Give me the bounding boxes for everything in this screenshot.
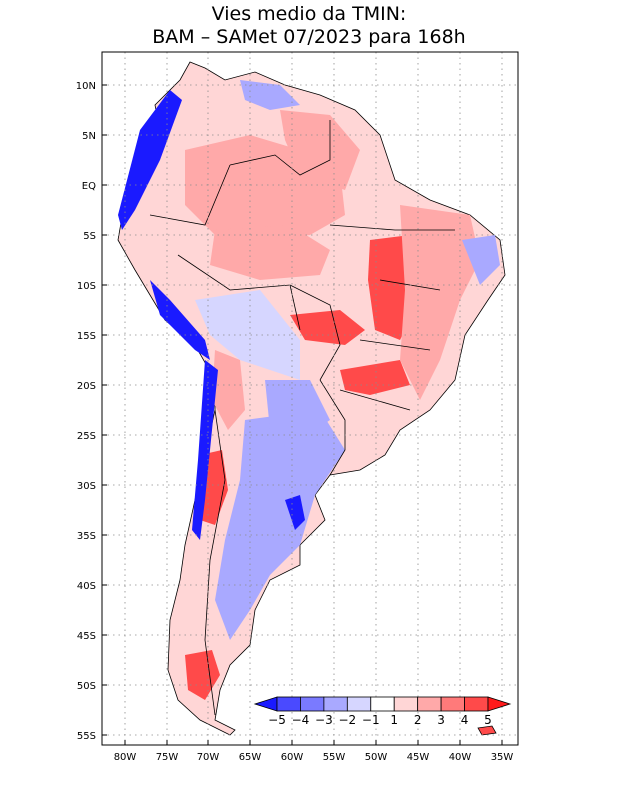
cool-patch-argentina	[215, 410, 345, 640]
colorbar-label: −4	[292, 713, 310, 727]
strong-cool-patch-peru-coast	[150, 280, 210, 360]
latitude-tick-label: 30S	[77, 481, 96, 492]
strong-cool-patch-uruguay-rim	[285, 495, 305, 530]
map-frame	[101, 51, 519, 746]
colorbar-segment	[346, 696, 372, 712]
colorbar-segment	[300, 696, 325, 712]
border-brazil-bolivia	[289, 284, 341, 381]
strong-cool-patch-chile-coast	[192, 360, 218, 540]
latitude-tick-label: 5S	[83, 231, 96, 242]
colorbar-segment	[276, 696, 301, 712]
border-colombia-peru	[149, 164, 231, 226]
latitude-tick-labels: 10N 5N EQ 5S 10S 15S 20S 25S 30S 35S 40S 45S 50S 55S	[76, 81, 107, 742]
colorbar-segment	[323, 696, 348, 712]
colorbar-segment	[440, 696, 465, 712]
longitude-tick-label: 70W	[197, 752, 220, 763]
colorbar-segment	[417, 696, 442, 712]
latitude-tick-label: EQ	[82, 181, 96, 192]
latitude-tick-label: 50S	[77, 681, 96, 692]
longitude-tick-label: 80W	[114, 752, 137, 763]
latitude-tick-label: 15S	[77, 331, 96, 342]
colorbar-label: 2	[414, 713, 422, 727]
longitude-tick-label: 50W	[365, 752, 388, 763]
colorbar-segment	[370, 696, 395, 712]
warm-patch-east-brazil	[400, 205, 480, 400]
longitude-tick-label: 40W	[449, 752, 472, 763]
strong-warm-patch-southeast	[340, 360, 410, 395]
warm-patch-guiana	[280, 110, 360, 190]
colorbar-segment	[393, 696, 419, 712]
latitude-tick-label: 45S	[77, 631, 96, 642]
colorbar-label: −1	[362, 713, 380, 727]
colorbar-label: 5	[484, 713, 492, 727]
border-venezuela-brazil	[229, 120, 331, 176]
latitude-tick-label: 5N	[82, 131, 96, 142]
colorbar: −5 −4 −3 −2 −1 1 2 3 4 5	[253, 696, 512, 727]
warm-patch-altiplano	[212, 350, 245, 430]
latitude-tick-label: 10N	[76, 81, 96, 92]
strong-warm-patch-mato-grosso	[290, 310, 365, 345]
colorbar-label: −2	[338, 713, 356, 727]
cool-patch-northeast-coast	[462, 235, 500, 285]
colorbar-label: −3	[315, 713, 333, 727]
border-peru-brazil	[177, 254, 301, 331]
latitude-tick-label: 35S	[77, 531, 96, 542]
longitude-tick-label: 65W	[239, 752, 262, 763]
colorbar-label: 1	[390, 713, 398, 727]
colorbar-label: 4	[461, 713, 469, 727]
colorbar-label: 3	[437, 713, 445, 727]
longitude-tick-label: 60W	[281, 752, 304, 763]
border-chile-argentina	[204, 409, 226, 716]
latitude-tick-label: 55S	[77, 731, 96, 742]
colorbar-label: −5	[268, 713, 286, 727]
latitude-tick-label: 20S	[77, 381, 96, 392]
longitude-tick-labels: 80W 75W 70W 65W 60W 55W 50W 45W 40W 35W	[114, 740, 514, 763]
warm-patch-amazon-south	[210, 225, 330, 280]
latitude-tick-label: 10S	[77, 281, 96, 292]
falkland-islands	[477, 725, 497, 736]
cool-patch-venezuela	[240, 80, 300, 110]
colorbar-segment	[487, 696, 512, 712]
latitude-tick-label: 40S	[77, 581, 96, 592]
title-line-2: BAM – SAMet 07/2023 para 168h	[152, 26, 465, 48]
title-line-1: Vies medio da TMIN:	[212, 3, 407, 25]
longitude-tick-label: 35W	[491, 752, 514, 763]
colorbar-segment	[464, 696, 489, 712]
longitude-tick-label: 45W	[407, 752, 430, 763]
latitude-tick-label: 25S	[77, 431, 96, 442]
map-plot-area	[101, 51, 519, 746]
longitude-tick-label: 75W	[156, 752, 179, 763]
longitude-tick-label: 55W	[323, 752, 346, 763]
light-cool-patch-central	[195, 290, 300, 380]
cool-patch-chaco	[265, 380, 330, 440]
strong-cool-patch-colombia-coast	[118, 90, 182, 230]
map-gridlines	[102, 52, 518, 745]
